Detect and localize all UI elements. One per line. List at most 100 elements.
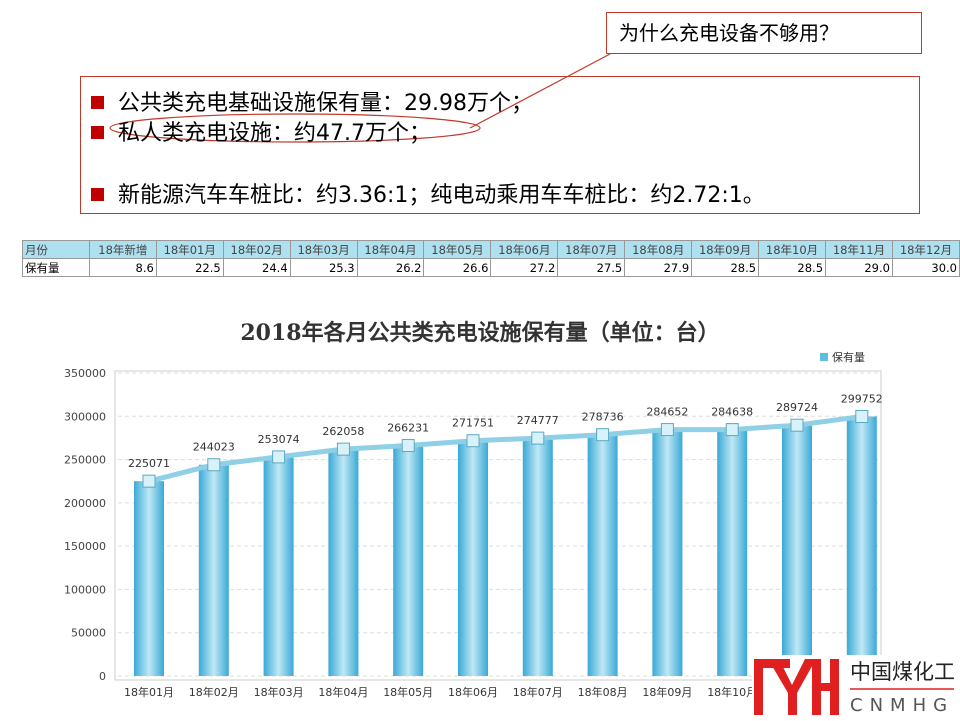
table-header: 18年07月 xyxy=(557,240,626,259)
data-label: 225071 xyxy=(128,457,170,470)
bar xyxy=(587,434,618,676)
bar-chart: 2018年各月公共类充电设施保有量（单位：台） 0 50000 100000 15000… xyxy=(64,320,887,699)
table-header: 18年03月 xyxy=(289,240,358,259)
line-marker xyxy=(401,439,415,453)
table-cell: 30.0 xyxy=(891,258,960,277)
legend-swatch xyxy=(820,353,828,361)
table-header: 18年06月 xyxy=(490,240,559,259)
data-label: 284638 xyxy=(711,406,753,419)
line-marker xyxy=(725,423,739,437)
series-line xyxy=(148,414,863,484)
x-tick-label: 18年02月 xyxy=(189,685,239,699)
x-tick-label: 18年10月 xyxy=(707,685,757,699)
line-marker xyxy=(855,410,869,424)
data-label: 262058 xyxy=(322,425,364,438)
x-tick-label: 18年08月 xyxy=(578,685,628,699)
table-header: 18年09月 xyxy=(691,240,760,259)
line-marker xyxy=(466,434,480,448)
callout-lines xyxy=(109,53,611,143)
data-label: 289724 xyxy=(776,401,818,414)
line-marker xyxy=(660,423,674,437)
line-marker xyxy=(790,418,804,432)
table-cell: 28.5 xyxy=(691,258,760,277)
table-cell: 29.0 xyxy=(825,258,893,277)
data-label: 253074 xyxy=(258,433,300,446)
line-marker xyxy=(142,474,156,488)
table-header: 18年05月 xyxy=(423,240,492,259)
logo: 中国煤化工 CNMHG xyxy=(752,655,957,717)
bullet-icon xyxy=(91,188,104,201)
bar xyxy=(458,440,488,676)
question-box: 为什么充电设备不够用？ xyxy=(606,12,922,54)
data-label: 244023 xyxy=(193,441,235,454)
x-tick-label: 18年05月 xyxy=(383,685,433,699)
summary-box: 公共类充电基础设施保有量：29.98万个； 私人类充电设施：约47.7万个； 新… xyxy=(80,76,920,214)
x-tick-label: 18年01月 xyxy=(124,685,174,699)
x-tick-label: 18年04月 xyxy=(318,685,368,699)
bar xyxy=(263,456,294,676)
line-marker xyxy=(531,431,545,445)
table-header: 18年11月 xyxy=(825,240,893,259)
table-cell: 27.9 xyxy=(624,258,693,277)
bullet-icon xyxy=(91,96,104,109)
table-cell: 28.5 xyxy=(758,258,827,277)
table-cell: 8.6 xyxy=(88,258,157,277)
table-cell: 22.5 xyxy=(155,258,224,277)
y-tick-label: 100000 xyxy=(64,583,106,596)
x-tick-label: 18年07月 xyxy=(513,685,563,699)
y-tick-label: 200000 xyxy=(64,497,106,510)
table-cell: 27.5 xyxy=(557,258,626,277)
bar xyxy=(134,481,164,676)
table-header: 18年新增 xyxy=(88,240,157,259)
line-marker xyxy=(207,458,221,472)
data-label: 266231 xyxy=(387,422,429,435)
table-cell: 27.2 xyxy=(490,258,559,277)
y-tick-label: 250000 xyxy=(64,454,106,467)
bar xyxy=(782,425,812,676)
bar xyxy=(328,449,359,676)
table-header: 18年02月 xyxy=(222,240,291,259)
table-cell: 25.3 xyxy=(289,258,358,277)
data-table: 月份 18年新增 18年01月 18年02月 18年03月 18年04月 18年05月 18年… xyxy=(22,240,960,277)
line-marker xyxy=(272,450,286,464)
y-tick-label: 300000 xyxy=(64,410,106,423)
bar xyxy=(846,416,877,676)
line-marker xyxy=(336,442,350,456)
point-text: 公共类充电基础设施保有量：29.98万个； xyxy=(118,91,533,116)
x-tick-label: 18年06月 xyxy=(448,685,498,699)
data-label: 299752 xyxy=(841,393,883,406)
plot-frame xyxy=(114,370,882,681)
table-cell: 26.6 xyxy=(423,258,492,277)
point-text: 新能源汽车车桩比：约3.36:1；纯电动乘用车车桩比：约2.72:1。 xyxy=(118,183,765,208)
bar xyxy=(717,429,748,676)
y-tick-label: 350000 xyxy=(64,367,106,380)
table-cell: 保有量 xyxy=(22,258,90,277)
point-2: 私人类充电设施：约47.7万个； xyxy=(91,115,431,147)
table-header: 18年08月 xyxy=(624,240,693,259)
bullet-icon xyxy=(91,126,104,139)
data-label: 284652 xyxy=(646,406,688,419)
data-label: 278736 xyxy=(582,411,624,424)
table-header: 18年04月 xyxy=(356,240,425,259)
point-text: 私人类充电设施：约47.7万个； xyxy=(118,121,431,146)
bar xyxy=(522,438,553,676)
svg-text:中国煤化工: 中国煤化工 xyxy=(850,660,955,684)
point-3: 新能源汽车车桩比：约3.36:1；纯电动乘用车车桩比：约2.72:1。 xyxy=(91,177,765,209)
table-cell: 24.4 xyxy=(222,258,291,277)
bar xyxy=(198,464,229,676)
data-label: 274777 xyxy=(517,414,559,427)
table-header: 18年01月 xyxy=(155,240,224,259)
line-marker xyxy=(596,428,610,442)
bar xyxy=(393,445,424,676)
logo-mark: 中国煤化工 CNMHG xyxy=(754,659,955,716)
y-tick-label: 150000 xyxy=(64,540,106,553)
chart-title: 2018年各月公共类充电设施保有量（单位：台） xyxy=(240,320,719,346)
table-header: 18年12月 xyxy=(891,240,960,259)
table-header: 18年10月 xyxy=(758,240,827,259)
table-cell: 26.2 xyxy=(356,258,425,277)
y-tick-label: 0 xyxy=(99,670,106,683)
data-label: 271751 xyxy=(452,417,494,430)
y-tick-label: 50000 xyxy=(71,627,106,640)
x-tick-label: 18年03月 xyxy=(254,685,304,699)
svg-text:CNMHG: CNMHG xyxy=(850,695,954,716)
